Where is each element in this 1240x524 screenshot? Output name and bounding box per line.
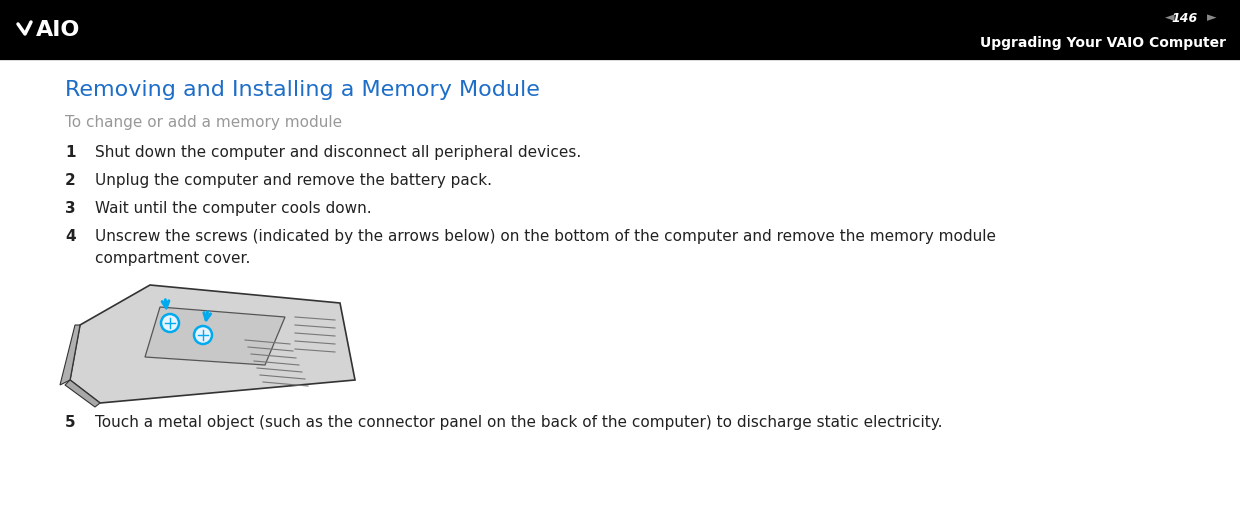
Bar: [0, 0, 1240, 60]
Circle shape: [193, 326, 212, 344]
Text: 146: 146: [1172, 12, 1198, 25]
Text: 1: 1: [64, 145, 76, 160]
Text: 4: 4: [64, 229, 76, 244]
Text: Touch a metal object (such as the connector panel on the back of the computer) t: Touch a metal object (such as the connec…: [95, 415, 942, 430]
Text: Removing and Installing a Memory Module: Removing and Installing a Memory Module: [64, 80, 539, 100]
Text: Upgrading Your VAIO Computer: Upgrading Your VAIO Computer: [980, 36, 1226, 50]
Text: Wait until the computer cools down.: Wait until the computer cools down.: [95, 201, 372, 216]
Text: AIO: AIO: [36, 20, 81, 40]
Text: ◄: ◄: [1166, 12, 1174, 25]
Text: Unplug the computer and remove the battery pack.: Unplug the computer and remove the batte…: [95, 173, 492, 188]
Text: Shut down the computer and disconnect all peripheral devices.: Shut down the computer and disconnect al…: [95, 145, 582, 160]
Text: Unscrew the screws (indicated by the arrows below) on the bottom of the computer: Unscrew the screws (indicated by the arr…: [95, 229, 996, 266]
Polygon shape: [69, 285, 355, 403]
Text: ►: ►: [1207, 12, 1216, 25]
Polygon shape: [64, 380, 100, 407]
Text: 5: 5: [64, 415, 76, 430]
Polygon shape: [60, 325, 81, 385]
Polygon shape: [145, 307, 285, 365]
Text: To change or add a memory module: To change or add a memory module: [64, 115, 342, 130]
Text: 2: 2: [64, 173, 76, 188]
Circle shape: [161, 314, 179, 332]
Text: 3: 3: [64, 201, 76, 216]
